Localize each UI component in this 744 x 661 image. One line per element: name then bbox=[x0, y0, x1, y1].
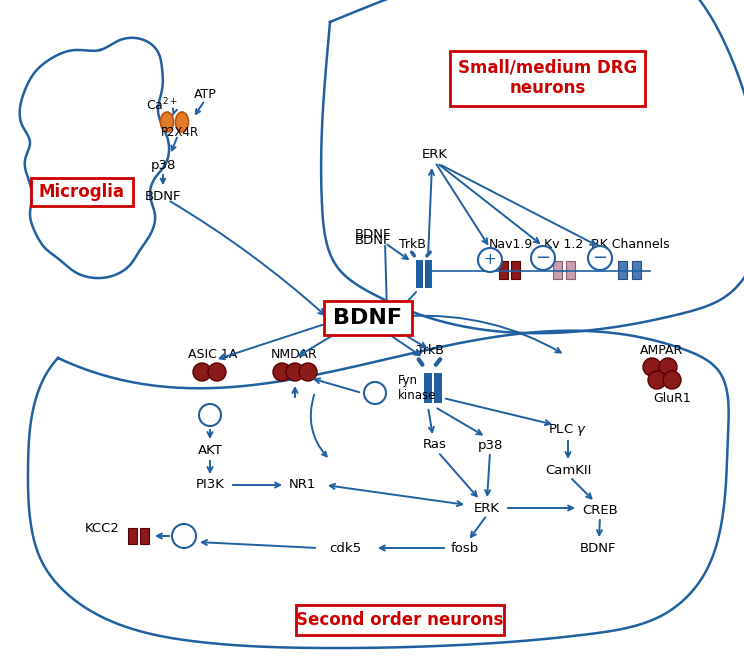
Circle shape bbox=[199, 404, 221, 426]
Text: TrkB: TrkB bbox=[399, 237, 426, 251]
Text: BDNF: BDNF bbox=[145, 190, 182, 204]
Bar bbox=[632, 261, 641, 279]
Text: Kv 1.2: Kv 1.2 bbox=[545, 239, 583, 251]
Text: +: + bbox=[484, 253, 496, 268]
FancyBboxPatch shape bbox=[324, 301, 412, 335]
Bar bbox=[425, 260, 432, 288]
Text: AKT: AKT bbox=[198, 444, 222, 457]
Text: fosb: fosb bbox=[451, 541, 479, 555]
Text: Small/medium DRG
neurons: Small/medium DRG neurons bbox=[458, 59, 638, 97]
Text: CamKII: CamKII bbox=[545, 463, 591, 477]
Text: BDNF: BDNF bbox=[580, 541, 616, 555]
FancyBboxPatch shape bbox=[296, 605, 504, 635]
Circle shape bbox=[531, 246, 555, 270]
Text: Ca$^{2+}$: Ca$^{2+}$ bbox=[146, 97, 178, 113]
FancyBboxPatch shape bbox=[451, 50, 646, 106]
Bar bbox=[128, 528, 137, 544]
Bar bbox=[424, 373, 432, 403]
Text: BK Channels: BK Channels bbox=[591, 239, 670, 251]
Text: P: P bbox=[205, 408, 214, 422]
Text: TrkB: TrkB bbox=[417, 344, 443, 356]
Text: KCC2: KCC2 bbox=[85, 522, 120, 535]
Text: Ras: Ras bbox=[423, 438, 447, 451]
Text: −: − bbox=[592, 249, 608, 267]
Circle shape bbox=[208, 363, 226, 381]
Circle shape bbox=[648, 371, 666, 389]
Text: p38: p38 bbox=[478, 438, 503, 451]
Bar bbox=[511, 261, 520, 279]
Text: NR1: NR1 bbox=[289, 479, 315, 492]
Circle shape bbox=[588, 246, 612, 270]
Circle shape bbox=[299, 363, 317, 381]
Text: Fyn
kinase: Fyn kinase bbox=[398, 374, 437, 402]
Text: P2X4R: P2X4R bbox=[161, 126, 199, 139]
Text: BDNF: BDNF bbox=[355, 229, 391, 241]
Text: BDNF: BDNF bbox=[355, 233, 391, 247]
Text: ERK: ERK bbox=[474, 502, 500, 514]
Circle shape bbox=[193, 363, 211, 381]
Circle shape bbox=[273, 363, 291, 381]
Bar bbox=[140, 528, 149, 544]
Text: PLC $\gamma$: PLC $\gamma$ bbox=[548, 422, 588, 438]
Text: cdk5: cdk5 bbox=[329, 541, 361, 555]
Text: GluR1: GluR1 bbox=[653, 391, 691, 405]
Text: CREB: CREB bbox=[582, 504, 618, 516]
Text: P: P bbox=[371, 387, 379, 399]
Bar bbox=[416, 260, 423, 288]
Bar bbox=[553, 261, 562, 279]
Text: Second order neurons: Second order neurons bbox=[296, 611, 504, 629]
Bar bbox=[566, 261, 575, 279]
FancyBboxPatch shape bbox=[31, 178, 133, 206]
Circle shape bbox=[364, 382, 386, 404]
Text: −: − bbox=[176, 527, 191, 545]
Text: Microglia: Microglia bbox=[39, 183, 125, 201]
Text: ATP: ATP bbox=[193, 89, 217, 102]
Text: p38: p38 bbox=[150, 159, 176, 171]
Text: ERK: ERK bbox=[422, 149, 448, 161]
Bar bbox=[434, 373, 442, 403]
Text: BDNF: BDNF bbox=[333, 308, 403, 328]
Text: AMPAR: AMPAR bbox=[641, 344, 684, 356]
Text: PI3K: PI3K bbox=[196, 479, 225, 492]
Circle shape bbox=[659, 358, 677, 376]
Ellipse shape bbox=[161, 112, 173, 132]
Circle shape bbox=[643, 358, 661, 376]
Circle shape bbox=[663, 371, 681, 389]
Circle shape bbox=[286, 363, 304, 381]
Bar bbox=[618, 261, 627, 279]
Text: Nav1.9: Nav1.9 bbox=[489, 239, 533, 251]
Bar bbox=[499, 261, 508, 279]
Circle shape bbox=[478, 248, 502, 272]
Text: NMDAR: NMDAR bbox=[271, 348, 318, 362]
Text: −: − bbox=[536, 249, 551, 267]
Text: ASIC 1A: ASIC 1A bbox=[188, 348, 237, 362]
Ellipse shape bbox=[176, 112, 188, 132]
Circle shape bbox=[172, 524, 196, 548]
